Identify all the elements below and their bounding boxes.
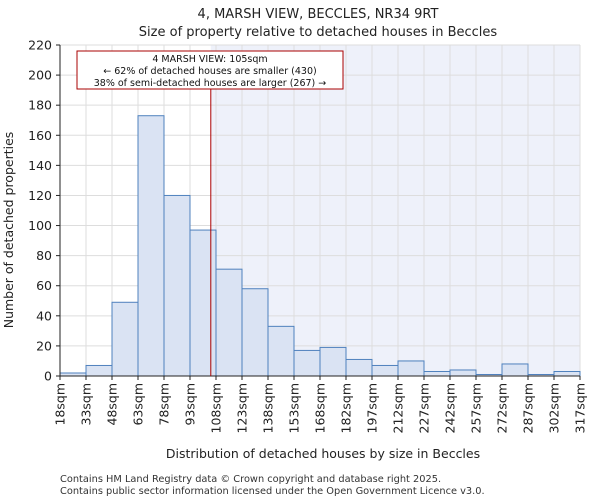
bar-272sqm bbox=[501, 363, 529, 377]
bar-33sqm bbox=[85, 364, 113, 377]
y-tick-label: 40 bbox=[36, 308, 52, 323]
footer-line-2: Contains public sector information licen… bbox=[60, 486, 485, 497]
x-tick-label: 48sqm bbox=[105, 383, 120, 426]
x-tick-label: 227sqm bbox=[417, 383, 432, 433]
y-tick-label: 180 bbox=[28, 98, 52, 113]
x-tick-label: 257sqm bbox=[469, 383, 484, 433]
y-tick-label: 0 bbox=[44, 369, 52, 384]
footer-line-1: Contains HM Land Registry data © Crown c… bbox=[60, 474, 441, 485]
bar-93sqm bbox=[189, 229, 217, 377]
bar-212sqm bbox=[397, 360, 425, 377]
x-tick-labels: 18sqm 33sqm 48sqm 63sqm 78sqm 93sqm 108sqm 123s… bbox=[53, 376, 588, 433]
bar-123sqm bbox=[241, 288, 269, 377]
y-axis-label: Number of detached properties bbox=[1, 132, 16, 329]
bar-153sqm bbox=[293, 349, 321, 377]
bar-197sqm bbox=[371, 364, 399, 377]
annotation-line-1: 4 MARSH VIEW: 105sqm bbox=[152, 54, 267, 65]
bar-302sqm bbox=[553, 370, 581, 377]
larger-region-shade bbox=[210, 45, 581, 376]
x-tick-label: 242sqm bbox=[443, 383, 458, 433]
x-tick-label: 123sqm bbox=[235, 383, 250, 433]
x-tick-label: 212sqm bbox=[391, 383, 406, 433]
y-tick-label: 60 bbox=[36, 278, 52, 293]
x-tick-label: 302sqm bbox=[547, 383, 562, 433]
x-tick-label: 93sqm bbox=[183, 383, 198, 426]
bar-63sqm bbox=[137, 115, 165, 377]
bar-168sqm bbox=[319, 346, 347, 377]
x-tick-label: 317sqm bbox=[573, 383, 588, 433]
x-tick-label: 63sqm bbox=[131, 383, 146, 426]
plot-shade-layer bbox=[210, 45, 581, 376]
y-tick-label: 20 bbox=[36, 338, 52, 353]
annotation-line-3: 38% of semi-detached houses are larger (… bbox=[94, 78, 327, 89]
x-tick-label: 18sqm bbox=[53, 383, 68, 426]
y-tick-label: 160 bbox=[28, 128, 52, 143]
bar-108sqm bbox=[215, 268, 243, 377]
x-tick-label: 182sqm bbox=[339, 383, 354, 433]
y-tick-label: 80 bbox=[36, 248, 52, 263]
bars bbox=[59, 115, 581, 377]
bar-227sqm bbox=[423, 370, 451, 377]
x-tick-label: 108sqm bbox=[209, 383, 224, 433]
x-tick-label: 78sqm bbox=[157, 383, 172, 426]
bar-138sqm bbox=[267, 325, 295, 377]
y-tick-label: 120 bbox=[28, 188, 52, 203]
annotation-frame bbox=[76, 50, 344, 90]
chart-subtitle: Size of property relative to detached ho… bbox=[139, 25, 498, 40]
x-tick-label: 33sqm bbox=[79, 383, 94, 426]
x-tick-label: 168sqm bbox=[313, 383, 328, 433]
bar-78sqm bbox=[163, 194, 191, 377]
x-tick-label: 153sqm bbox=[287, 383, 302, 433]
y-tick-labels: 0 20 40 60 80 100 120 140 160 180 200 220 bbox=[28, 38, 60, 384]
y-tick-label: 200 bbox=[28, 68, 52, 83]
annotation-box: 4 MARSH VIEW: 105sqm ← 62% of detached h… bbox=[76, 50, 344, 90]
annotation-line-2: ← 62% of detached houses are smaller (43… bbox=[103, 66, 316, 77]
chart-title: 4, MARSH VIEW, BECCLES, NR34 9RT bbox=[198, 7, 439, 22]
x-tick-label: 287sqm bbox=[521, 383, 536, 433]
bar-48sqm bbox=[111, 301, 139, 377]
y-tick-label: 100 bbox=[28, 218, 52, 233]
x-axis-label: Distribution of detached houses by size … bbox=[166, 446, 480, 461]
x-tick-label: 272sqm bbox=[495, 383, 510, 433]
y-tick-label: 140 bbox=[28, 158, 52, 173]
x-tick-label: 197sqm bbox=[365, 383, 380, 433]
bar-242sqm bbox=[449, 369, 477, 377]
x-tick-label: 138sqm bbox=[261, 383, 276, 433]
y-tick-label: 220 bbox=[28, 38, 52, 53]
bar-182sqm bbox=[345, 358, 373, 377]
